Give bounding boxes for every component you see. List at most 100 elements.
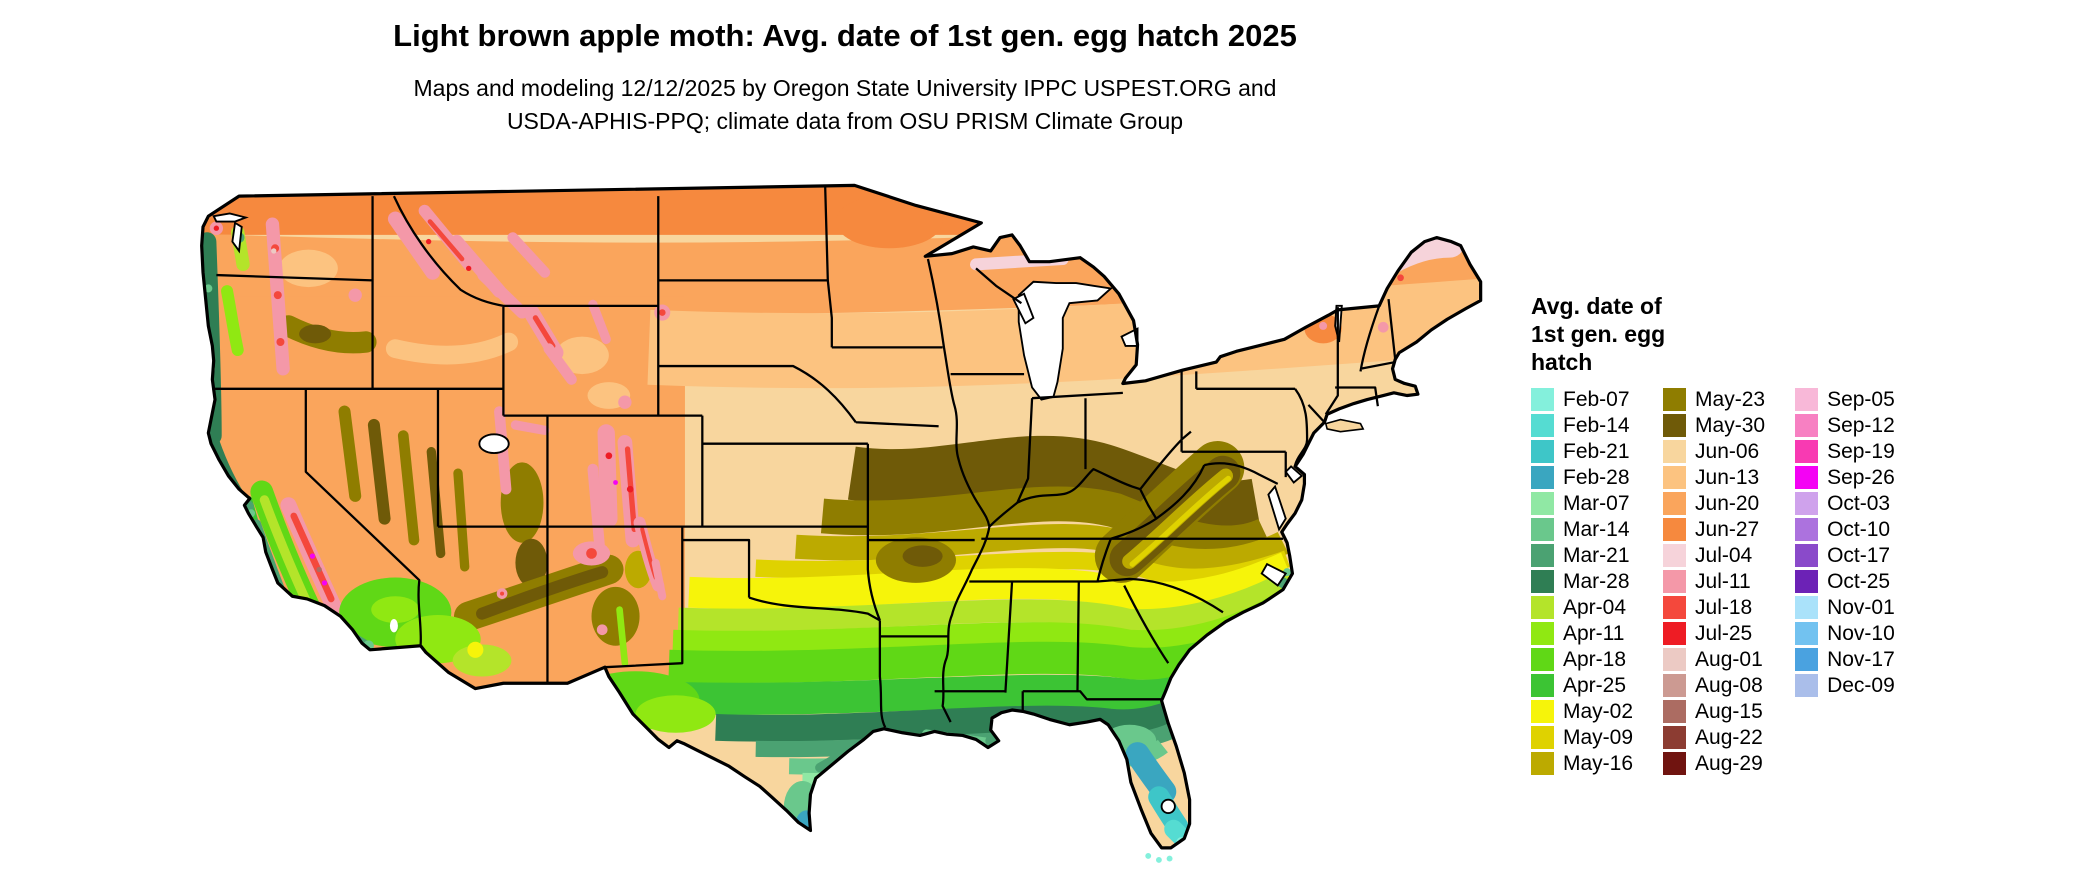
- pamlico-sound: [1260, 562, 1288, 587]
- legend-entry-label: Aug-01: [1695, 647, 1763, 671]
- legend-swatch: [1663, 648, 1687, 671]
- legend-swatch: [1663, 518, 1687, 541]
- legend-entry-label: Sep-26: [1827, 465, 1895, 489]
- legend-entry-label: Mar-28: [1563, 569, 1630, 593]
- legend-swatch: [1663, 440, 1687, 463]
- header: Light brown apple moth: Avg. date of 1st…: [60, 18, 1630, 138]
- legend-entry-label: Jul-11: [1695, 569, 1751, 593]
- legend-entry: Oct-03: [1795, 492, 1895, 515]
- legend-entry: Sep-12: [1795, 414, 1895, 437]
- page-title: Light brown apple moth: Avg. date of 1st…: [393, 18, 1297, 53]
- legend-entry: Oct-25: [1795, 570, 1895, 593]
- legend-swatch: [1795, 466, 1819, 489]
- great-salt-lake: [478, 433, 510, 454]
- juan-de-fuca-strait: [212, 212, 249, 223]
- legend-swatch: [1795, 544, 1819, 567]
- legend-entry-label: Aug-15: [1695, 699, 1763, 723]
- legend-swatch: [1663, 492, 1687, 515]
- legend-entry: Sep-26: [1795, 466, 1895, 489]
- legend-entry: Jul-11: [1663, 570, 1765, 593]
- legend-entry-label: Sep-05: [1827, 387, 1895, 411]
- salton-sea: [389, 619, 398, 633]
- legend-entry-label: May-16: [1563, 751, 1634, 775]
- legend-entry: Aug-15: [1663, 700, 1765, 723]
- delaware-bay: [1284, 465, 1304, 484]
- legend-swatch: [1795, 674, 1819, 697]
- legend-columns: Feb-07 Feb-14 Feb-21 Feb-28 Mar-07 Mar-14 Mar-…: [1531, 388, 2071, 778]
- legend-swatch: [1663, 622, 1687, 645]
- legend-swatch: [1795, 492, 1819, 515]
- legend-entry: Mar-14: [1531, 518, 1633, 541]
- map-islands: [1145, 418, 1365, 863]
- legend-swatch: [1663, 388, 1687, 411]
- legend-swatch: [1531, 622, 1554, 645]
- legend-entry-label: Jun-13: [1695, 465, 1760, 489]
- legend-title: Avg. date of 1st gen. egg hatch: [1531, 292, 2071, 376]
- legend-entry: Oct-17: [1795, 544, 1895, 567]
- legend-entry-label: Dec-09: [1827, 673, 1895, 697]
- legend-swatch: [1531, 518, 1554, 541]
- chesapeake-bay: [1267, 484, 1287, 532]
- legend-entry-label: Feb-21: [1563, 439, 1630, 463]
- legend-title-line-3: hatch: [1531, 349, 1593, 375]
- legend-entry-label: Apr-04: [1563, 595, 1627, 619]
- us-map: [195, 168, 1490, 884]
- legend-swatch: [1531, 752, 1554, 775]
- legend-entry-label: Feb-28: [1563, 465, 1630, 489]
- map-legend: Avg. date of 1st gen. egg hatch Feb-07 Fe…: [1531, 292, 2071, 778]
- legend-entry-label: Aug-22: [1695, 725, 1763, 749]
- legend-entry: Nov-17: [1795, 648, 1895, 671]
- legend-swatch: [1795, 622, 1819, 645]
- legend-swatch: [1531, 414, 1554, 437]
- legend-swatch: [1531, 570, 1554, 593]
- legend-swatch: [1663, 544, 1687, 567]
- legend-entry-label: Apr-18: [1563, 647, 1627, 671]
- legend-entry: May-02: [1531, 700, 1633, 723]
- legend-entry: Aug-22: [1663, 726, 1765, 749]
- legend-swatch: [1531, 440, 1554, 463]
- legend-entry-label: Mar-21: [1563, 543, 1630, 567]
- legend-swatch: [1795, 648, 1819, 671]
- florida-keys: [1155, 856, 1162, 863]
- legend-entry: Jun-27: [1663, 518, 1765, 541]
- legend-entry: Feb-07: [1531, 388, 1633, 411]
- legend-entry-label: Jun-06: [1695, 439, 1760, 463]
- legend-entry: Mar-28: [1531, 570, 1633, 593]
- legend-entry-label: Sep-19: [1827, 439, 1895, 463]
- legend-swatch: [1663, 674, 1687, 697]
- lake-okeechobee: [1160, 798, 1176, 815]
- legend-entry: Mar-07: [1531, 492, 1633, 515]
- legend-entry-label: Aug-29: [1695, 751, 1763, 775]
- legend-entry-label: Oct-25: [1827, 569, 1891, 593]
- legend-swatch: [1795, 440, 1819, 463]
- subtitle-line-1: Maps and modeling 12/12/2025 by Oregon S…: [413, 75, 1277, 101]
- legend-entry: May-16: [1531, 752, 1633, 775]
- legend-entry: Jul-04: [1663, 544, 1765, 567]
- legend-entry: Feb-14: [1531, 414, 1633, 437]
- legend-entry: Jul-25: [1663, 622, 1765, 645]
- legend-entry-label: Jul-25: [1695, 621, 1753, 645]
- legend-entry: Jun-06: [1663, 440, 1765, 463]
- lake-michigan: [1017, 280, 1113, 401]
- legend-swatch: [1531, 466, 1554, 489]
- legend-swatch: [1531, 700, 1554, 723]
- legend-entry: Jun-20: [1663, 492, 1765, 515]
- legend-column: May-23 May-30 Jun-06 Jun-13 Jun-20 Jun-27 Jul-…: [1663, 388, 1765, 778]
- legend-entry-label: Apr-25: [1563, 673, 1627, 697]
- legend-swatch: [1795, 596, 1819, 619]
- map-lakes: [212, 212, 1343, 815]
- legend-swatch: [1795, 518, 1819, 541]
- legend-entry-label: Jun-20: [1695, 491, 1760, 515]
- legend-entry-label: May-09: [1563, 725, 1634, 749]
- legend-swatch: [1531, 596, 1554, 619]
- legend-entry-label: Oct-17: [1827, 543, 1891, 567]
- legend-entry-label: Mar-07: [1563, 491, 1630, 515]
- us-map-svg: [200, 183, 1483, 863]
- legend-entry-label: May-02: [1563, 699, 1634, 723]
- legend-entry-label: Jun-27: [1695, 517, 1760, 541]
- legend-entry: Nov-01: [1795, 596, 1895, 619]
- puget-sound: [231, 221, 243, 254]
- legend-swatch: [1795, 570, 1819, 593]
- legend-entry: Dec-09: [1795, 674, 1895, 697]
